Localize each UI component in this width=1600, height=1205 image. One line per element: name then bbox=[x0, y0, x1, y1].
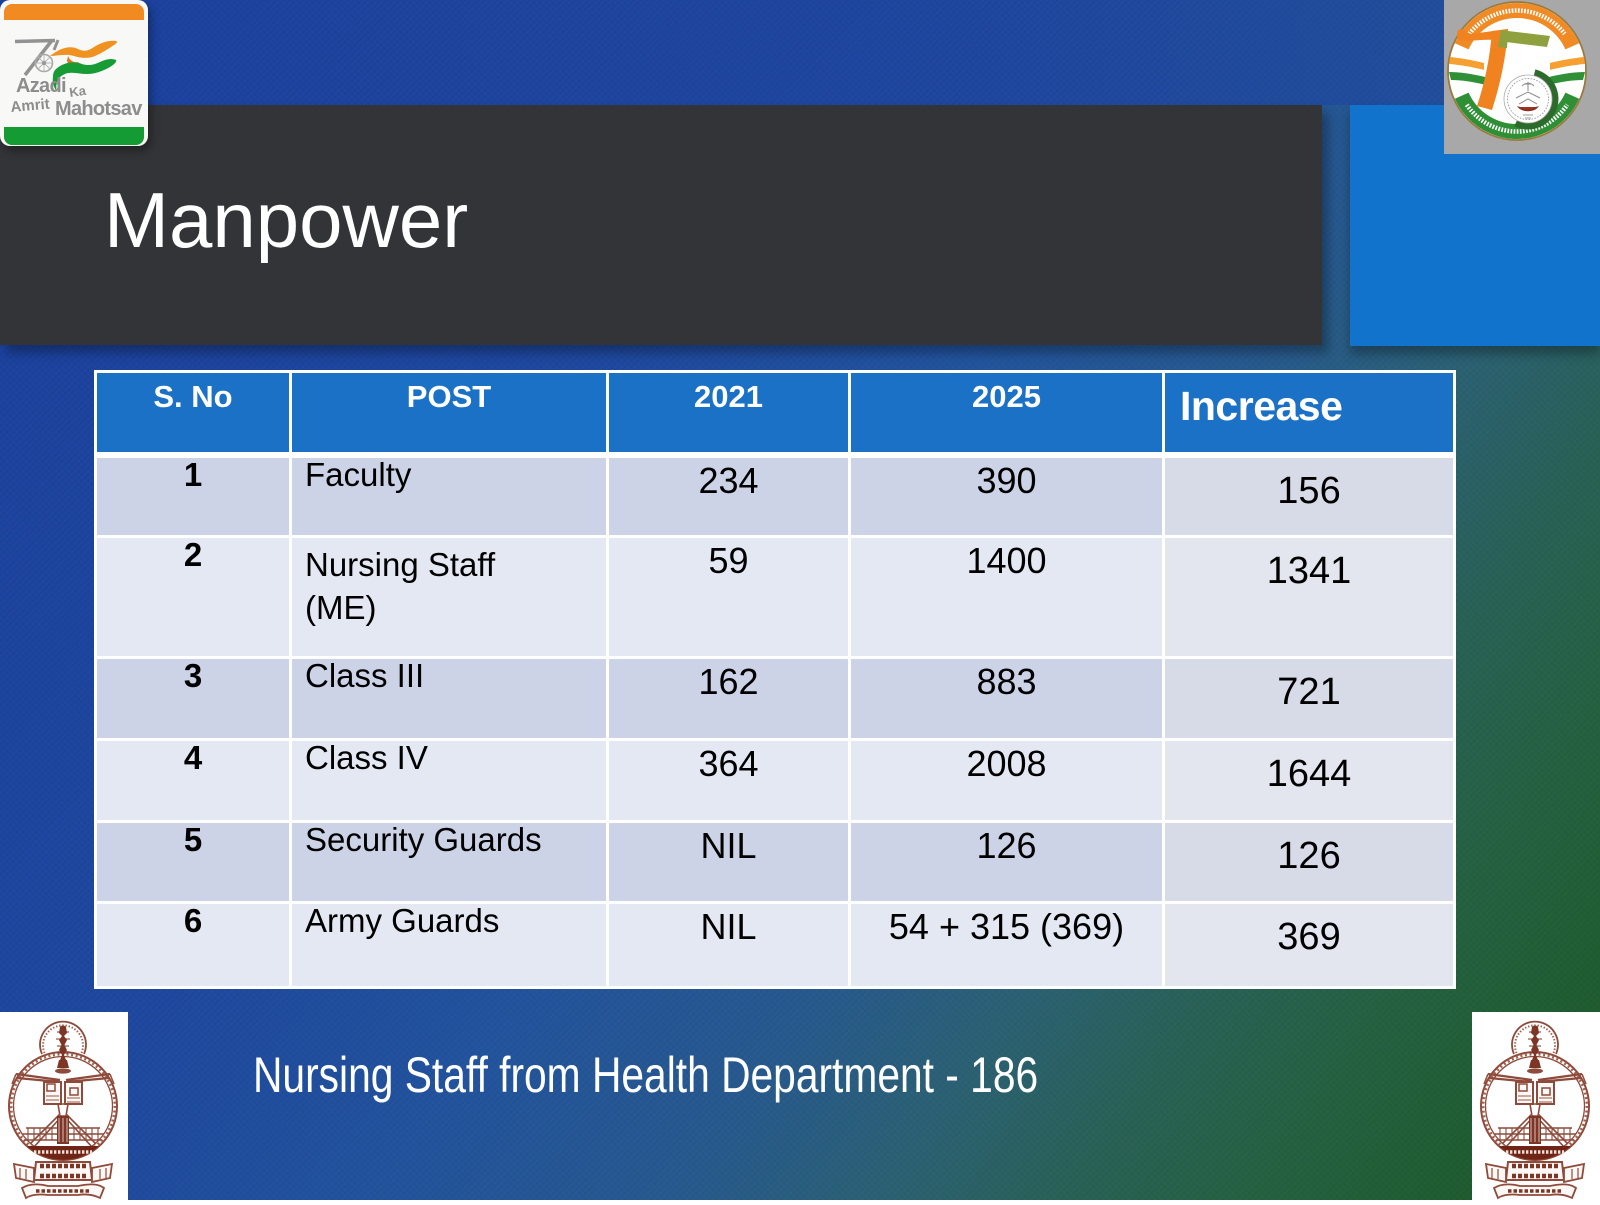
svg-text:Amrit: Amrit bbox=[10, 96, 51, 116]
svg-text:Azadi: Azadi bbox=[16, 75, 66, 97]
svg-text:Ka: Ka bbox=[68, 83, 87, 100]
svg-text:Mahotsav: Mahotsav bbox=[55, 98, 143, 120]
